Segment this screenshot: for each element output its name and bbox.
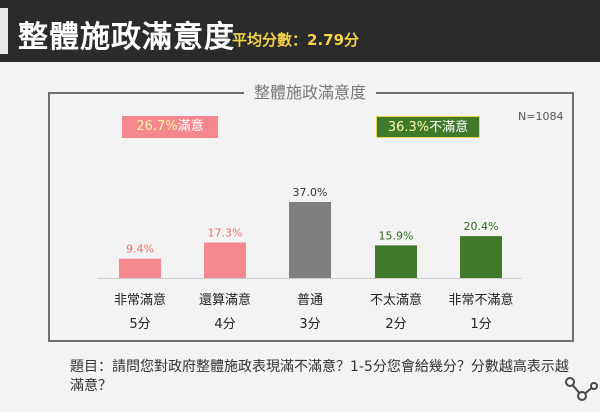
satisfied-summary-label: 滿意 <box>177 119 204 134</box>
data-label-very-dissatisfied: 20.4% <box>464 220 499 233</box>
bar-somewhat-dissatisfied <box>375 245 417 278</box>
header-accent <box>0 8 8 54</box>
category-label-very-satisfied: 非常滿意 <box>114 292 166 308</box>
category-label-somewhat-satisfied: 還算滿意 <box>199 292 251 308</box>
average-score: 平均分數：2.79分 <box>232 31 360 49</box>
score-label-somewhat-satisfied: 4分 <box>214 317 235 332</box>
chart-title: 整體施政滿意度 <box>244 84 377 102</box>
category-label-neutral: 普通 <box>297 293 323 308</box>
data-label-very-satisfied: 9.4% <box>126 243 154 256</box>
satisfied-summary-pct: 26.7% <box>136 119 178 134</box>
category-label-very-dissatisfied: 非常不滿意 <box>448 292 513 308</box>
score-label-very-dissatisfied: 1分 <box>470 317 491 332</box>
data-label-somewhat-dissatisfied: 15.9% <box>379 229 414 242</box>
bar-very-satisfied <box>119 258 161 278</box>
data-label-somewhat-satisfied: 17.3% <box>208 226 243 239</box>
data-label-neutral: 37.0% <box>293 186 328 199</box>
network-icon <box>565 377 598 401</box>
bar-somewhat-satisfied <box>204 242 246 278</box>
dissatisfied-summary-label: 不滿意 <box>429 120 469 135</box>
satisfied-summary-badge: 26.7%滿意 <box>122 116 218 138</box>
bar-very-dissatisfied <box>460 236 502 278</box>
dissatisfied-summary-badge: 36.3%不滿意 <box>376 116 480 138</box>
page-title: 整體施政滿意度 <box>18 20 235 55</box>
question-text: 題目：請問您對政府整體施政表現滿不滿意？1-5分您會給幾分？分數越高表示越滿意？ <box>70 359 569 394</box>
sample-size-note: N=1084 <box>518 110 564 123</box>
score-label-neutral: 3分 <box>299 317 320 332</box>
score-label-somewhat-dissatisfied: 2分 <box>385 317 406 332</box>
bar-neutral <box>289 202 331 278</box>
header-bar: 整體施政滿意度 平均分數：2.79分 <box>0 0 600 62</box>
dissatisfied-summary-pct: 36.3% <box>387 120 430 135</box>
score-label-very-satisfied: 5分 <box>129 317 150 332</box>
category-label-somewhat-dissatisfied: 不太滿意 <box>370 292 422 308</box>
